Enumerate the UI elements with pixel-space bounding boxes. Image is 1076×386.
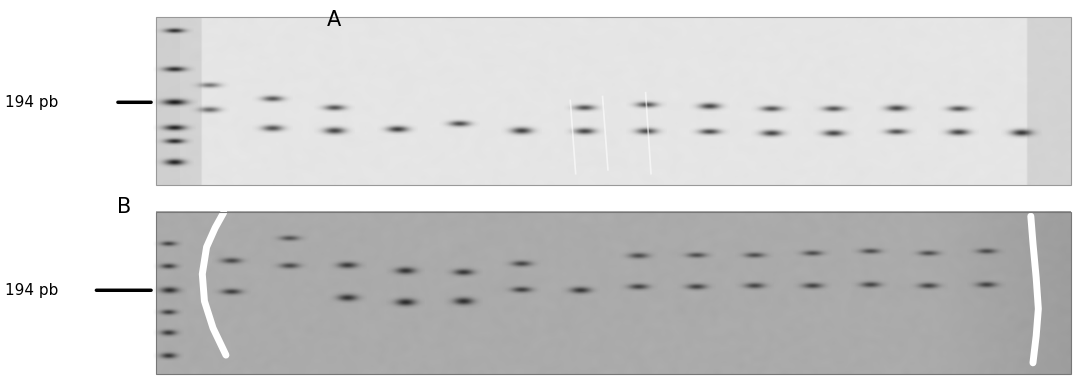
Text: A: A: [326, 10, 341, 30]
Bar: [156, 17, 180, 185]
Bar: [156, 17, 1071, 185]
Text: B: B: [116, 197, 131, 217]
Text: 194 pb: 194 pb: [5, 283, 59, 298]
Bar: [156, 212, 1071, 374]
Text: 194 pb: 194 pb: [5, 95, 59, 110]
